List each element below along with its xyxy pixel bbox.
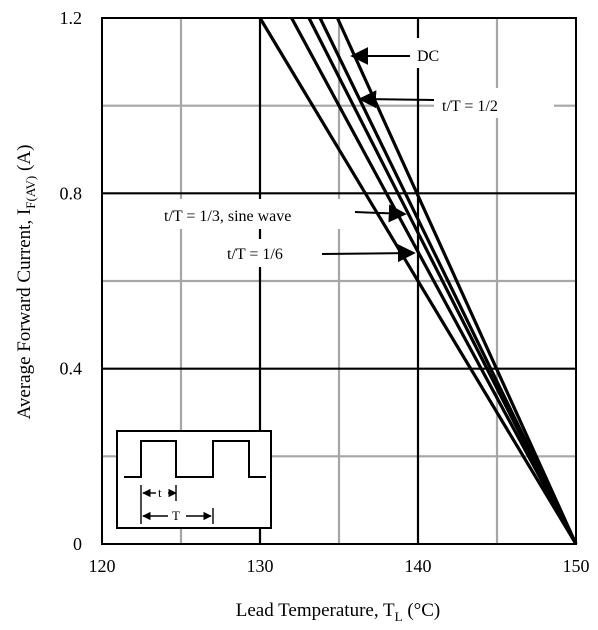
annotation-sixth: t/T = 1/6 — [227, 246, 283, 263]
y-axis-title-unit: (A) — [14, 145, 35, 176]
y-tick-labels: 0 0.4 0.8 1.2 — [60, 8, 83, 554]
x-tick-label: 150 — [563, 556, 590, 576]
inset-waveform — [124, 440, 266, 478]
y-axis-title-main: Average Forward Current, I — [14, 209, 35, 420]
arrow-sixth — [321, 244, 416, 263]
x-tick-labels: 120 130 140 150 — [89, 556, 590, 576]
inset-t-label: t — [158, 485, 162, 500]
y-tick-label: 1.2 — [60, 8, 83, 28]
waveform-inset: t T — [116, 430, 272, 529]
annotation-dc: DC — [417, 48, 439, 65]
y-tick-label: 0.4 — [60, 359, 83, 379]
series-line-steepest — [258, 17, 578, 545]
annotation-third-sine: t/T = 1/3, sine wave — [164, 208, 291, 225]
annotation-half: t/T = 1/2 — [442, 98, 498, 115]
arrow-half — [358, 90, 435, 109]
y-axis-title-sub: F(AV) — [23, 176, 38, 209]
x-tick-label: 120 — [89, 556, 116, 576]
annotations: DC t/T = 1/2 t/T = 1/3, sine wave t/T = … — [160, 38, 554, 267]
y-axis-title: Average Forward Current, IF(AV) (A) — [14, 145, 38, 420]
inset-T-label: T — [172, 508, 180, 523]
x-axis-title-sub: L — [395, 609, 403, 624]
x-tick-label: 130 — [247, 556, 274, 576]
series-line-sixth — [290, 17, 578, 545]
x-axis-title-unit: (°C) — [403, 600, 441, 621]
series-line-third-sine — [307, 17, 578, 545]
plot-frame — [101, 17, 577, 545]
x-axis-title: Lead Temperature, TL (°C) — [236, 600, 441, 624]
arrow-third-sine — [354, 204, 407, 223]
y-tick-label: 0 — [73, 534, 82, 554]
y-tick-label: 0.8 — [60, 183, 83, 203]
series-line-dc — [335, 17, 578, 545]
x-axis-title-main: Lead Temperature, T — [236, 600, 395, 621]
x-tick-label: 140 — [405, 556, 432, 576]
